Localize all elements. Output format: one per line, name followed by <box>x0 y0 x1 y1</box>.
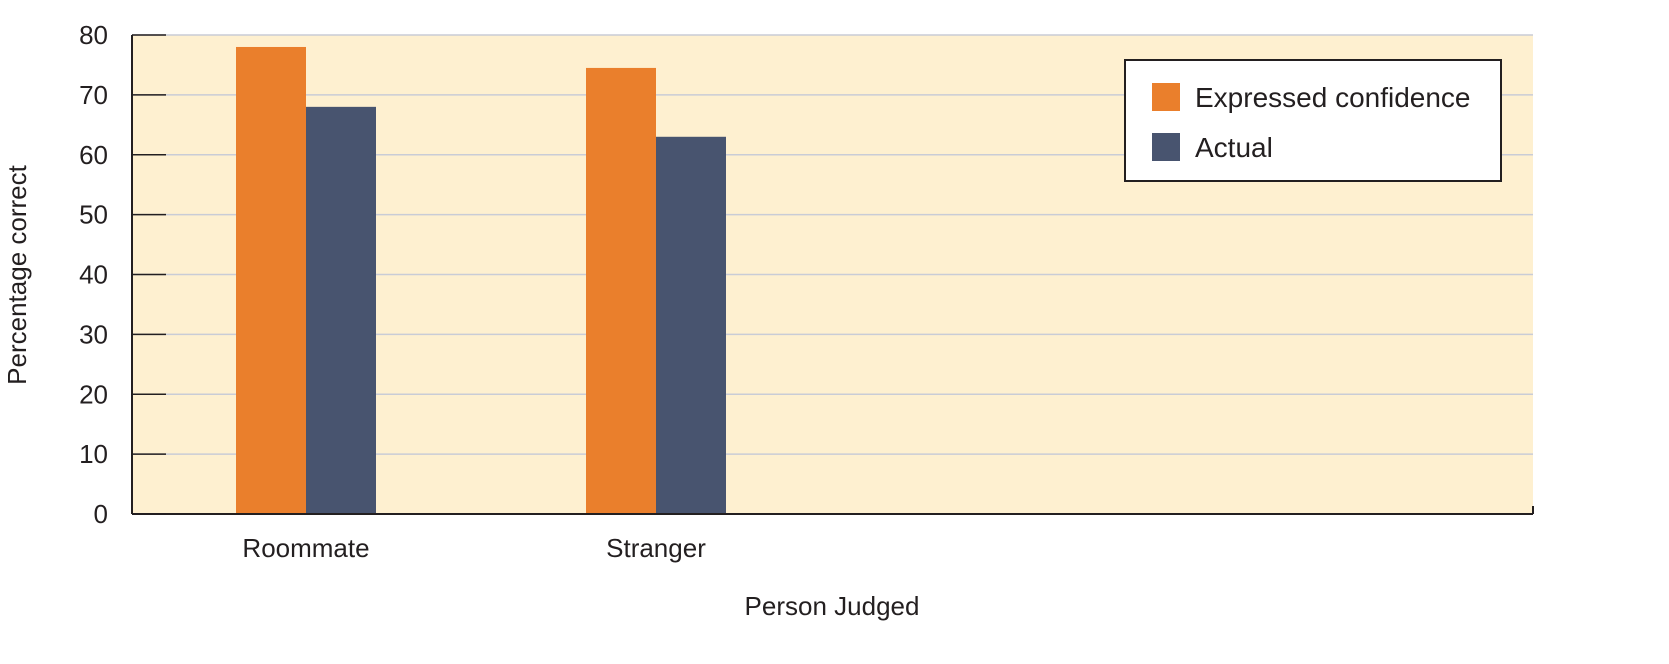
x-axis-title: Person Judged <box>745 591 920 621</box>
bars <box>236 46 726 515</box>
legend-swatch-expressed-confidence <box>1152 83 1180 111</box>
x-axis-ticks: Roommate Stranger <box>242 506 1534 563</box>
y-tick-label: 50 <box>79 200 108 230</box>
y-axis-title: Percentage correct <box>2 164 32 384</box>
y-tick-label: 0 <box>94 499 108 529</box>
x-tick-label: Roommate <box>242 533 369 563</box>
legend: Expressed confidence Actual <box>1124 59 1502 182</box>
bar-expressed-confidence-roommate <box>236 46 306 514</box>
legend-label: Expressed confidence <box>1195 82 1471 113</box>
legend-box <box>1124 59 1502 182</box>
legend-swatch-actual <box>1152 133 1180 161</box>
bar-actual-stranger <box>656 136 726 514</box>
bar-actual-roommate <box>306 106 376 514</box>
legend-label: Actual <box>1195 132 1273 163</box>
bar-expressed-confidence-stranger <box>586 67 656 515</box>
y-tick-label: 60 <box>79 140 108 170</box>
y-tick-label: 40 <box>79 260 108 290</box>
y-axis-ticks: 0 10 20 30 40 50 60 70 80 <box>79 20 166 529</box>
y-tick-label: 70 <box>79 80 108 110</box>
x-tick-label: Stranger <box>606 533 706 563</box>
y-tick-label: 30 <box>79 319 108 349</box>
y-tick-label: 80 <box>79 20 108 50</box>
y-tick-label: 20 <box>79 379 108 409</box>
y-tick-label: 10 <box>79 439 108 469</box>
